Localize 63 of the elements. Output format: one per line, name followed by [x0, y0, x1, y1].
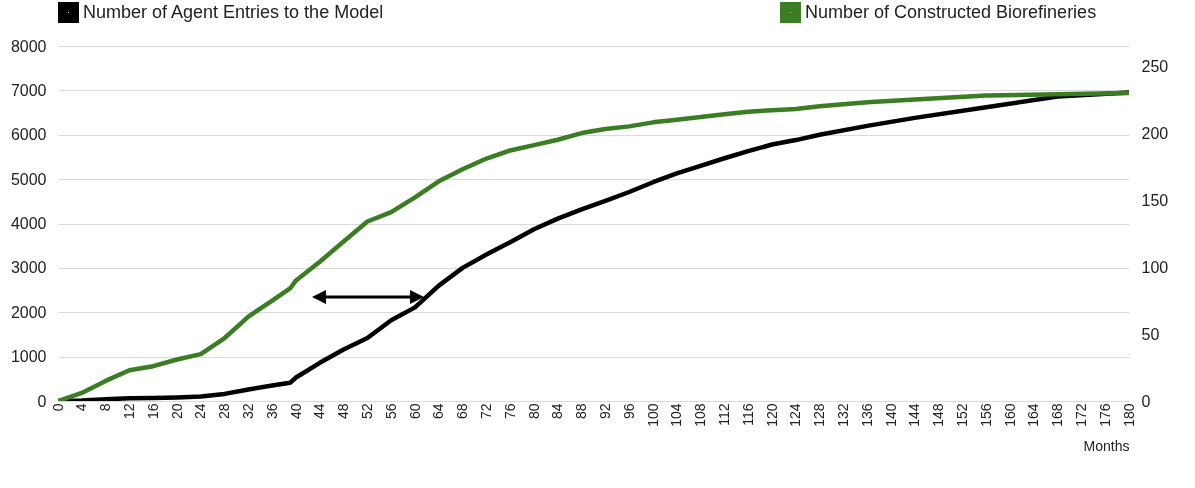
line-series: [58, 90, 1129, 401]
x-tick-label: 4: [73, 403, 90, 412]
y-tick-label: 7000: [10, 81, 47, 99]
y2-tick-label: 50: [1141, 325, 1160, 343]
x-tick-label: 156: [977, 403, 994, 427]
y2-tick-label: 250: [1141, 57, 1169, 75]
x-tick-label: 12: [120, 403, 137, 420]
x-tick-label: 120: [763, 403, 780, 427]
x-tick-label: 20: [168, 403, 185, 420]
x-tick-label: 32: [239, 403, 256, 420]
legend-label: Number of Agent Entries to the Model: [83, 1, 384, 22]
x-tick-label: 176: [1096, 403, 1113, 427]
y-tick-label: 2000: [10, 303, 47, 321]
x-tick-label: 164: [1025, 403, 1042, 427]
x-tick-label: 144: [906, 403, 923, 427]
x-tick-label: 168: [1049, 403, 1066, 427]
y2-tick-label: 150: [1141, 191, 1169, 209]
x-tick-label: 72: [477, 403, 494, 420]
x-tick-label: 24: [192, 403, 209, 420]
x-tick-label: 132: [834, 403, 851, 427]
x-tick-label: 0: [49, 403, 66, 412]
x-axis-title: Months: [1083, 437, 1130, 454]
x-tick-label: 96: [620, 403, 637, 420]
legend-label: Number of Constructed Biorefineries: [805, 1, 1097, 22]
x-tick-label: 68: [454, 403, 471, 420]
x-tick-label: 180: [1120, 403, 1137, 427]
x-tick-label: 36: [263, 403, 280, 420]
x-tick-label: 48: [335, 403, 352, 420]
x-tick-label: 16: [144, 403, 161, 420]
x-tick-label: 108: [692, 403, 709, 427]
x-tick-label: 148: [930, 403, 947, 427]
x-tick-label: 152: [953, 403, 970, 427]
y-tick-label: 8000: [10, 37, 47, 55]
x-tick-label: 64: [430, 403, 447, 420]
y-tick-label: 6000: [10, 126, 47, 144]
x-tick-label: 172: [1072, 403, 1089, 427]
x-tick-label: 80: [525, 403, 542, 420]
x-tick-label: 136: [858, 403, 875, 427]
x-tick-label: 88: [573, 403, 590, 420]
y-tick-label: 4000: [10, 215, 47, 232]
x-tick-label: 128: [811, 403, 828, 427]
y-tick-label: 1000: [10, 348, 47, 366]
y-tick-label: 3000: [10, 259, 47, 277]
x-tick-label: 56: [382, 403, 399, 420]
x-tick-label: 84: [549, 403, 566, 420]
x-tick-label: 40: [287, 403, 304, 420]
x-tick-label: 160: [1001, 403, 1018, 427]
x-tick-label: 124: [787, 403, 804, 427]
x-tick-label: 104: [668, 403, 685, 427]
x-tick-label: 28: [216, 403, 233, 420]
x-tick-label: 140: [882, 403, 899, 427]
x-tick-label: 52: [358, 403, 375, 420]
x-tick-label: 8: [97, 403, 114, 412]
x-tick-label: 116: [739, 403, 756, 426]
x-tick-label: 92: [596, 403, 613, 420]
x-tick-label: 112: [715, 403, 732, 426]
y-tick-label: 5000: [10, 170, 47, 188]
x-tick-label: 44: [311, 403, 328, 420]
x-tick-label: 60: [406, 403, 423, 420]
x-tick-label: 100: [644, 403, 661, 427]
y2-tick-label: 100: [1141, 258, 1169, 276]
y2-tick-label: 200: [1141, 124, 1169, 142]
x-tick-label: 76: [501, 403, 518, 420]
